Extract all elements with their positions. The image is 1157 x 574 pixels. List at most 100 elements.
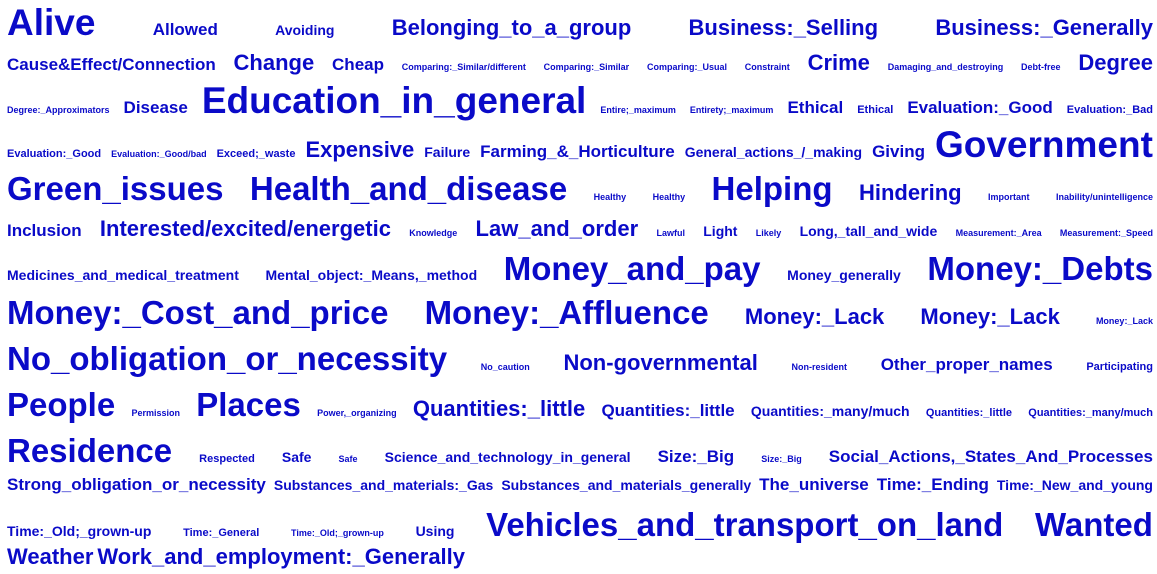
tag-word[interactable]: Law_and_order <box>475 216 639 241</box>
tag-word[interactable]: Lawful <box>656 228 685 238</box>
tag-word[interactable]: Money_and_pay <box>503 250 761 287</box>
tag-word[interactable]: Safe <box>281 449 312 465</box>
tag-word[interactable]: Inclusion <box>7 221 82 240</box>
tag-word[interactable]: Money:_Lack <box>920 304 1060 329</box>
tag-word[interactable]: Entire;_maximum <box>600 105 676 115</box>
tag-word[interactable]: Residence <box>7 432 173 469</box>
tag-word[interactable]: Damaging_and_destroying <box>887 62 1004 72</box>
tag-word[interactable]: Debt-free <box>1021 62 1061 72</box>
tag-word[interactable]: Money:_Affluence <box>424 294 709 331</box>
tag-word[interactable]: Allowed <box>152 20 218 39</box>
tag-word[interactable]: Respected <box>199 453 255 465</box>
tag-word[interactable]: Farming_&_Horticulture <box>480 142 675 161</box>
tag-word[interactable]: Knowledge <box>409 228 458 238</box>
tag-word[interactable]: Using <box>415 523 455 539</box>
tag-word[interactable]: Permission <box>131 408 180 418</box>
tag-word[interactable]: Mental_object:_Means,_method <box>265 267 478 283</box>
tag-word[interactable]: Money:_Cost_and_price <box>7 294 389 331</box>
tag-word[interactable]: Comparing:_Usual <box>646 62 727 72</box>
tag-word[interactable]: Government <box>934 124 1153 165</box>
tag-word[interactable]: Belonging_to_a_group <box>391 15 632 40</box>
tag-word[interactable]: Cheap <box>332 55 384 74</box>
tag-word[interactable]: Comparing:_Similar <box>543 62 630 72</box>
tag-word[interactable]: Non-resident <box>791 362 848 372</box>
tag-word[interactable]: Disease <box>123 98 188 117</box>
tag-word[interactable]: Time:_Old;_grown-up <box>291 528 384 538</box>
tag-word[interactable]: Entirety;_maximum <box>689 105 774 115</box>
tag-word[interactable]: Quantities:_little <box>925 407 1013 419</box>
tag-word[interactable]: Participating <box>1086 361 1153 373</box>
tag-word[interactable]: Money_generally <box>787 267 901 283</box>
tag-word[interactable]: Strong_obligation_or_necessity <box>7 475 266 494</box>
tag-word[interactable]: Non-governmental <box>563 350 758 375</box>
tag-word[interactable]: General_actions_/_making <box>684 144 863 160</box>
tag-word[interactable]: Interested/excited/energetic <box>99 216 391 241</box>
tag-word[interactable]: Other_proper_names <box>880 355 1053 374</box>
tag-word[interactable]: Failure <box>424 144 471 160</box>
tag-word[interactable]: Quantities:_little <box>412 396 586 421</box>
tag-word[interactable]: Comparing:_Similar/different <box>401 62 526 72</box>
tag-word[interactable]: Time:_General <box>183 527 260 539</box>
tag-word[interactable]: Exceed;_waste <box>216 148 296 160</box>
tag-word[interactable]: Quantities:_little <box>601 401 735 420</box>
tag-word[interactable]: Ethical <box>787 98 844 117</box>
tag-word[interactable]: No_caution <box>480 362 530 372</box>
tag-word[interactable]: Size:_Big <box>657 447 735 466</box>
tag-word[interactable]: Time:_New_and_young <box>996 477 1153 493</box>
tag-word[interactable]: Change <box>233 50 315 75</box>
tag-word[interactable]: Degree:_Approximators <box>7 105 110 115</box>
tag-word[interactable]: Money:_Lack <box>1095 316 1153 326</box>
tag-word[interactable]: Likely <box>755 228 782 238</box>
tag-word[interactable]: The_universe <box>759 475 869 494</box>
tag-word[interactable]: Health_and_disease <box>249 170 568 207</box>
tag-word[interactable]: Measurement:_Speed <box>1059 228 1153 238</box>
tag-word[interactable]: Work_and_employment:_Generally <box>97 544 466 569</box>
tag-word[interactable]: Healthy <box>652 192 686 202</box>
tag-word[interactable]: Evaluation:_Bad <box>1066 104 1153 116</box>
tag-word[interactable]: Expensive <box>305 137 415 162</box>
tag-word[interactable]: Quantities:_many/much <box>750 403 910 419</box>
tag-word[interactable]: Weather <box>7 544 94 569</box>
tag-word[interactable]: Avoiding <box>275 22 335 38</box>
tag-word[interactable]: Degree <box>1078 50 1153 75</box>
tag-word[interactable]: Business:_Selling <box>688 15 879 40</box>
tag-word[interactable]: Social_Actions,_States_And_Processes <box>828 447 1153 466</box>
tag-word[interactable]: Evaluation:_Good <box>907 98 1053 117</box>
tag-word[interactable]: Cause&Effect/Connection <box>7 55 216 74</box>
tag-word[interactable]: Money:_Debts <box>927 250 1153 287</box>
tag-word[interactable]: Size:_Big <box>761 454 802 464</box>
tag-word[interactable]: Helping <box>711 170 833 207</box>
tag-word[interactable]: People <box>7 386 116 423</box>
tag-word[interactable]: Ethical <box>857 104 894 116</box>
tag-word[interactable]: Places <box>196 386 301 423</box>
tag-word[interactable]: Alive <box>7 2 96 43</box>
tag-word[interactable]: Wanted <box>1035 506 1153 543</box>
tag-word[interactable]: Constraint <box>744 62 790 72</box>
tag-word[interactable]: Inability/unintelligence <box>1055 192 1153 202</box>
tag-word[interactable]: Evaluation:_Good/bad <box>111 149 207 159</box>
tag-word[interactable]: Vehicles_and_transport_on_land <box>486 506 1004 543</box>
tag-word[interactable]: Education_in_general <box>201 80 587 121</box>
tag-word[interactable]: Measurement:_Area <box>955 228 1042 238</box>
tag-word[interactable]: Medicines_and_medical_treatment <box>7 267 239 283</box>
tag-word[interactable]: Science_and_technology_in_general <box>384 449 631 465</box>
tag-word[interactable]: Important <box>988 192 1030 202</box>
tag-word[interactable]: Money:_Lack <box>744 304 885 329</box>
tag-word[interactable]: Business:_Generally <box>935 15 1153 40</box>
tag-word[interactable]: Crime <box>807 50 870 75</box>
tag-word[interactable]: Light <box>703 223 738 239</box>
tag-word[interactable]: Giving <box>872 142 925 161</box>
tag-word[interactable]: Hindering <box>858 180 962 205</box>
tag-word[interactable]: Power,_organizing <box>317 408 397 418</box>
tag-word[interactable]: Substances_and_materials:_Gas <box>273 477 494 493</box>
tag-word[interactable]: Green_issues <box>7 170 224 207</box>
tag-word[interactable]: No_obligation_or_necessity <box>7 340 448 377</box>
tag-word[interactable]: Evaluation:_Good <box>7 148 102 160</box>
tag-word[interactable]: Healthy <box>593 192 627 202</box>
tag-word[interactable]: Safe <box>338 454 358 464</box>
tag-word[interactable]: Time:_Old;_grown-up <box>7 523 152 539</box>
tag-word[interactable]: Time:_Ending <box>876 475 989 494</box>
tag-word[interactable]: Long,_tall_and_wide <box>799 223 938 239</box>
tag-word[interactable]: Substances_and_materials_generally <box>501 477 752 493</box>
tag-word[interactable]: Quantities:_many/much <box>1028 407 1153 419</box>
